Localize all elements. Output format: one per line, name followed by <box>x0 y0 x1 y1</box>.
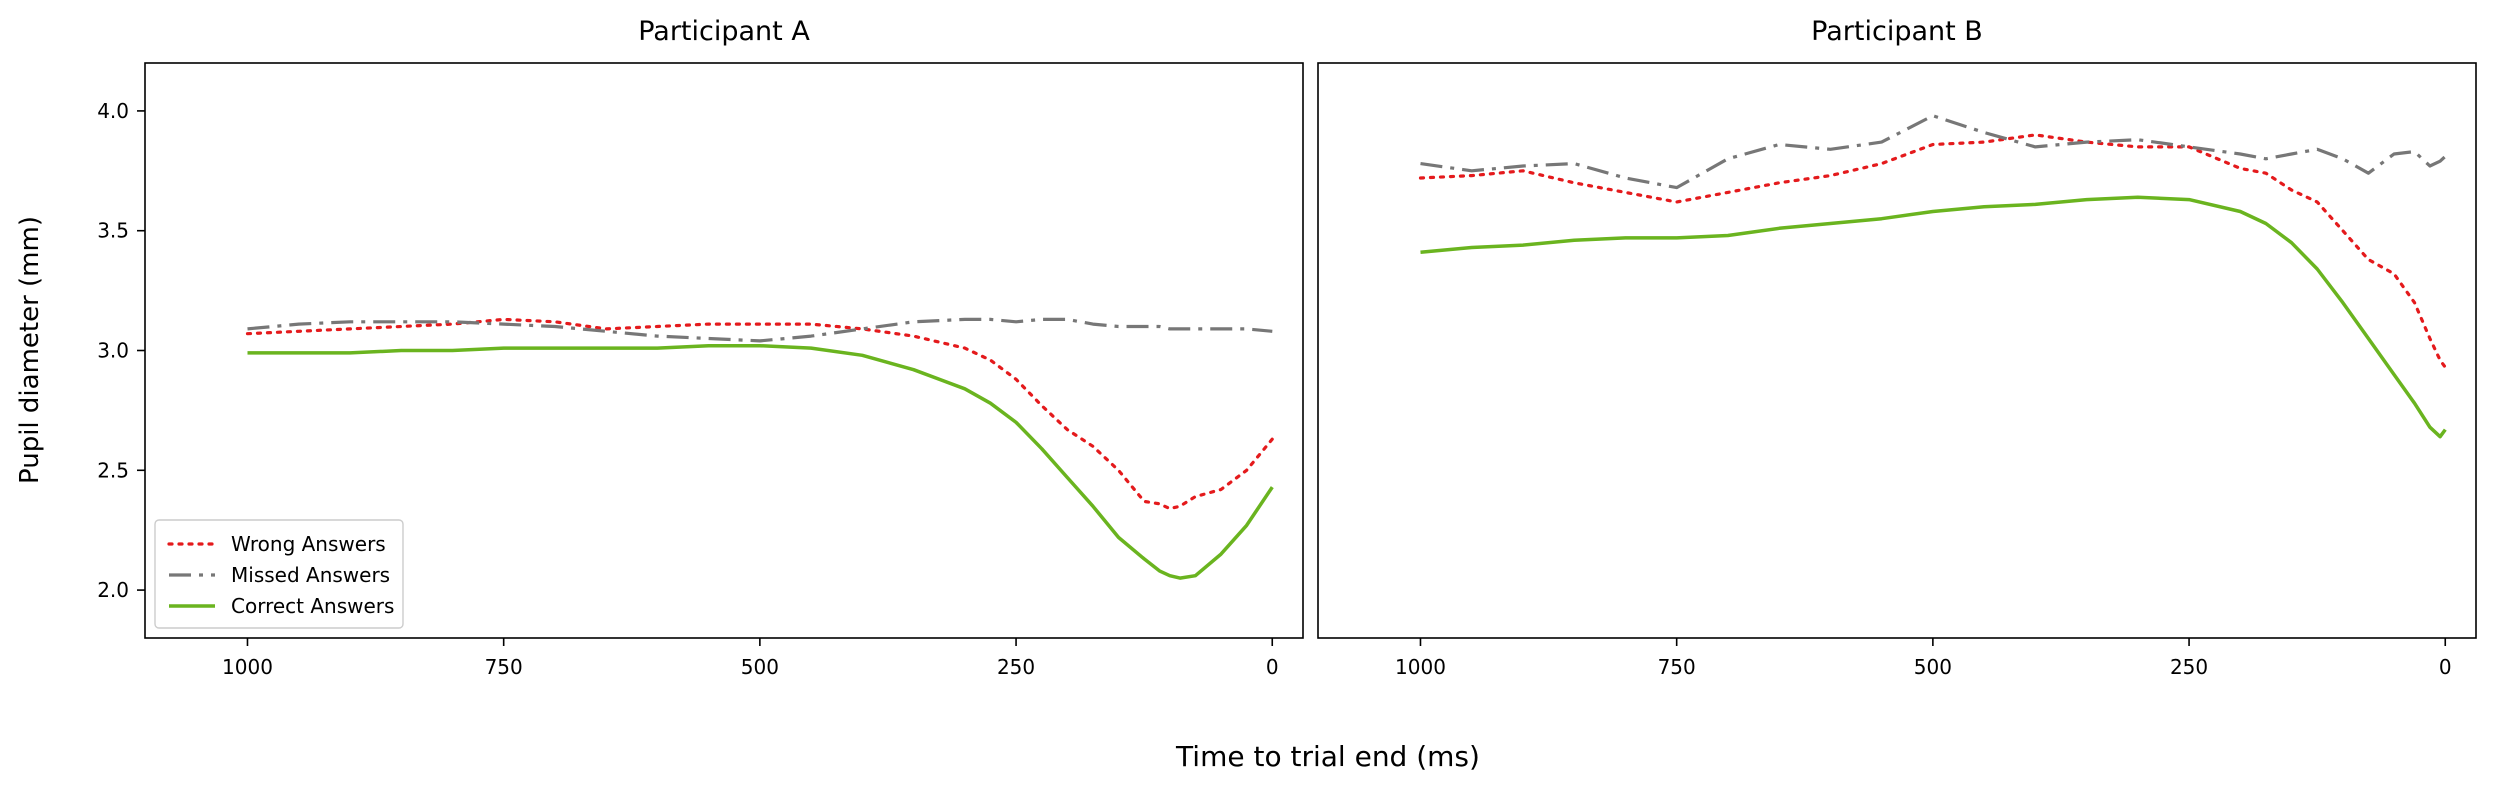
x-tick-label: 750 <box>485 655 523 679</box>
x-tick-label: 250 <box>997 655 1035 679</box>
x-tick-label: 500 <box>741 655 779 679</box>
x-tick-label: 250 <box>2170 655 2208 679</box>
x-tick-label: 0 <box>1266 655 1279 679</box>
y-axis-label: Pupil diameter (mm) <box>15 216 45 484</box>
series-line-missed-answers <box>247 317 1273 343</box>
x-tick-label: 1000 <box>1395 655 1446 679</box>
y-tick-label: 4.0 <box>97 99 129 123</box>
y-tick-label: 2.0 <box>97 578 129 602</box>
panel-2: Participant B 1000 750 500 250 0 <box>1317 16 2477 679</box>
legend-label: Correct Answers <box>231 594 394 618</box>
panel-title: Participant B <box>1811 16 1983 47</box>
legend: Wrong Answers Missed Answers Correct Answe… <box>154 519 404 629</box>
series-line-correct-answers <box>247 343 1274 580</box>
x-tick-label: 0 <box>2439 655 2452 679</box>
legend-box <box>154 519 404 629</box>
x-axis-label: Time to trial end (ms) <box>1175 740 1480 773</box>
plot-frame <box>1317 62 2477 639</box>
legend-label: Missed Answers <box>231 563 390 587</box>
panel-title: Participant A <box>638 16 810 47</box>
x-tick-label: 1000 <box>222 655 273 679</box>
series-line-correct-answers <box>1420 195 2447 439</box>
x-tick-label: 500 <box>1914 655 1952 679</box>
legend-label: Wrong Answers <box>231 532 386 556</box>
series-line-missed-answers <box>1420 114 2447 190</box>
y-tick-label: 3.0 <box>97 339 129 363</box>
series-line-wrong-answers <box>245 317 1274 511</box>
y-tick-label: 2.5 <box>97 458 129 482</box>
series-line-wrong-answers <box>1418 133 2447 369</box>
panel-1: Participant A 1000 750 500 250 0 2.0 2.5 3.0 3.5 4… <box>97 16 1304 679</box>
y-tick-label: 3.5 <box>97 219 129 243</box>
x-tick-label: 750 <box>1658 655 1696 679</box>
panels: Participant A 1000 750 500 250 0 2.0 2.5 3.0 3.5 4… <box>97 16 2477 679</box>
